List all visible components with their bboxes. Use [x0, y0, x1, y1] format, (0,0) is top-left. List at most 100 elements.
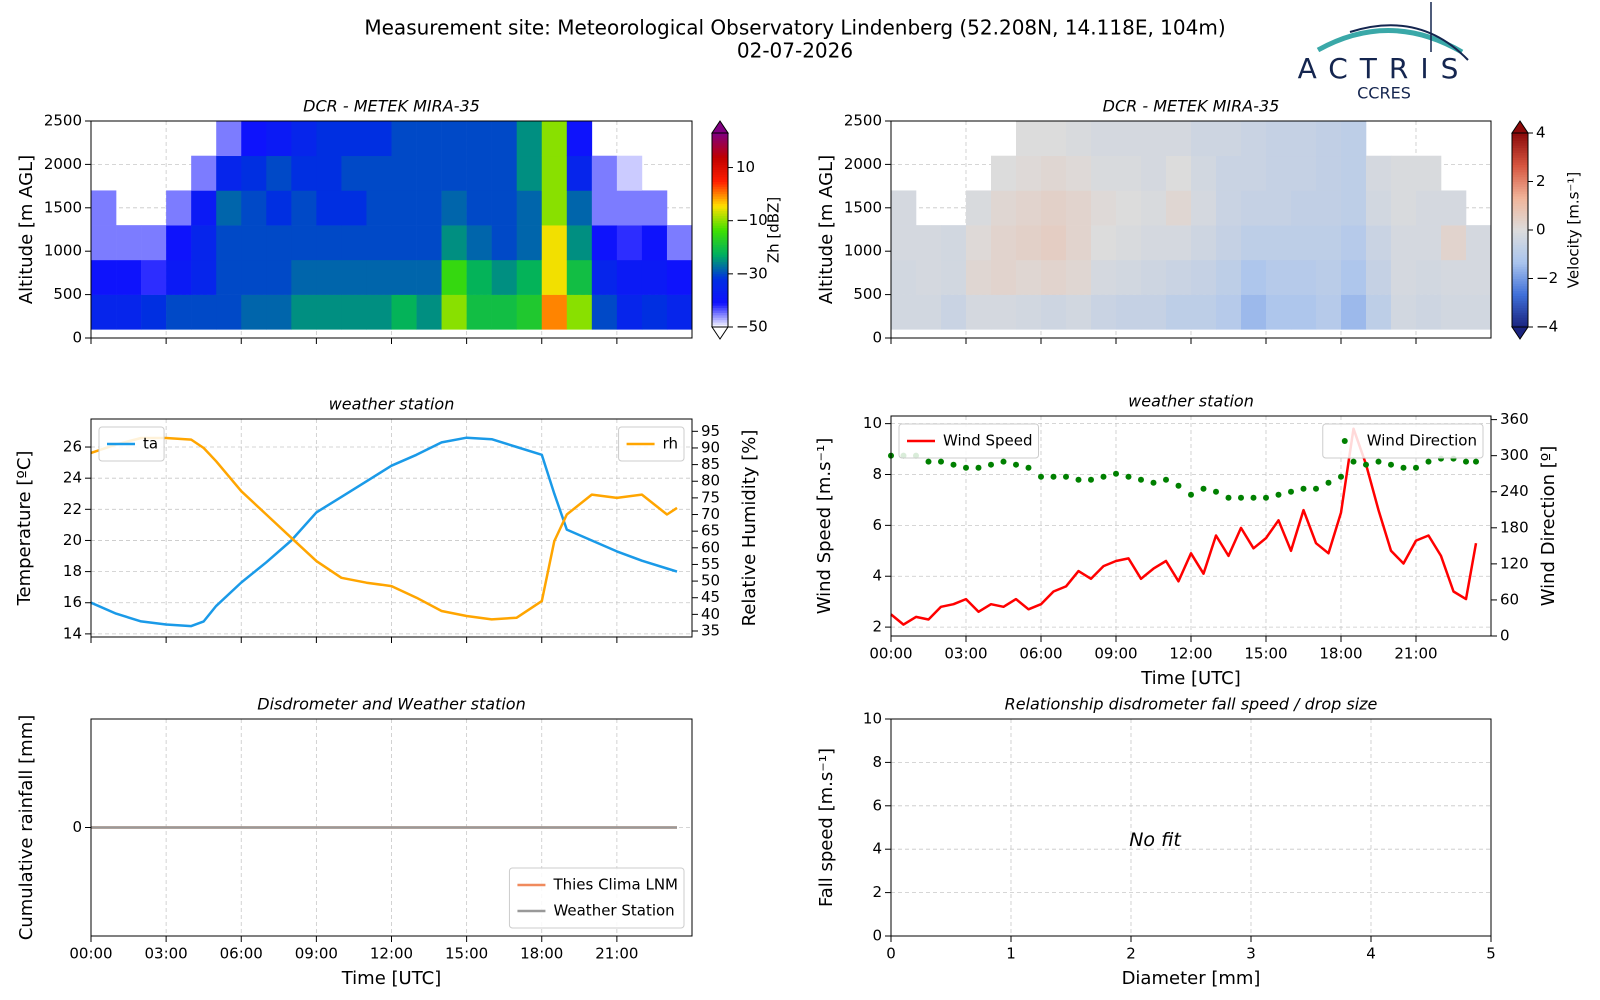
data-point — [1473, 458, 1479, 465]
heatmap-cell — [1141, 121, 1167, 157]
y-tick-label: 2000 — [844, 155, 882, 173]
heatmap-cell — [1066, 190, 1092, 226]
y-tick-label: 4 — [872, 567, 882, 585]
colorbar-slice — [712, 169, 728, 173]
colorbar-slice — [712, 193, 728, 197]
heatmap-cell — [466, 294, 492, 330]
heatmap-cell — [1316, 225, 1342, 261]
y-tick-label: 8 — [872, 465, 882, 483]
heatmap-cell — [1466, 225, 1492, 261]
colorbar-slice — [712, 203, 728, 207]
colorbar-tick-label: −30 — [736, 264, 768, 282]
heatmap-cell — [1191, 225, 1217, 261]
x-tick-label: 2 — [1126, 945, 1136, 963]
colorbar-slice — [712, 152, 728, 156]
heatmap-cell — [191, 259, 217, 295]
heatmap-cell — [241, 190, 267, 226]
heatmap-cell — [291, 294, 317, 330]
colorbar-frame — [711, 132, 729, 328]
colorbar-slice — [1512, 205, 1528, 209]
heatmap-cell — [1191, 121, 1217, 157]
legend-label: Wind Direction — [1367, 432, 1477, 450]
y-tick-label: 14 — [63, 624, 82, 642]
y-tick-label: 0 — [872, 329, 882, 347]
colorbar-label: Zh [dBZ] — [765, 197, 783, 263]
y-axis-label: Fall speed [m.s⁻¹] — [816, 748, 837, 907]
y-tick-label: 10 — [863, 414, 882, 432]
heatmap-cell — [266, 259, 292, 295]
y2-tick-label: 75 — [701, 488, 720, 506]
y2-tick-label: 90 — [701, 438, 720, 456]
heatmap-cell — [1466, 259, 1492, 295]
legend-label: ta — [143, 435, 158, 453]
heatmap-cell — [341, 259, 367, 295]
heatmap-cell — [1016, 155, 1042, 191]
heatmap-cell — [1191, 259, 1217, 295]
heatmap-cell — [1116, 294, 1142, 330]
data-point — [1338, 473, 1344, 480]
colorbar-slice — [1512, 261, 1528, 265]
colorbar-slice — [712, 205, 728, 209]
heatmap-cell — [1091, 294, 1117, 330]
x-tick-label: 0 — [886, 945, 896, 963]
chart-title: weather station — [329, 395, 455, 414]
colorbar-slice — [1512, 193, 1528, 197]
heatmap-cell — [391, 225, 417, 261]
heatmap-cell — [491, 155, 518, 191]
colorbar-slice — [1512, 230, 1528, 233]
y2-tick-label: 180 — [1500, 518, 1529, 536]
heatmap-cell — [116, 259, 142, 295]
heatmap-cell — [241, 155, 267, 191]
heatmap-cell — [1366, 294, 1392, 330]
y2-tick-label: 45 — [701, 588, 720, 606]
heatmap-cell — [1391, 190, 1417, 226]
logo-arc — [1349, 24, 1469, 61]
heatmap-cell — [91, 294, 117, 330]
heatmap-cell — [966, 294, 992, 330]
heatmap-cell — [916, 294, 942, 330]
heatmap-cell — [366, 121, 392, 157]
data-line — [90, 436, 678, 628]
heatmap-cell — [1216, 121, 1242, 157]
colorbar-slice — [1512, 157, 1528, 161]
y-tick-label: 24 — [63, 469, 82, 487]
heatmap-cell — [1441, 190, 1467, 226]
heatmap-cell — [991, 259, 1017, 295]
heatmap-cell — [1191, 294, 1217, 330]
heatmap-cell — [491, 225, 518, 261]
heatmap-cell — [1291, 225, 1317, 261]
heatmap-cell — [466, 225, 492, 261]
data-point — [1300, 485, 1307, 492]
heatmap-cell — [1191, 190, 1217, 226]
x-tick-label: 21:00 — [595, 945, 638, 963]
chart-title: DCR - METEK MIRA-35 — [1103, 97, 1280, 116]
colorbar-slice — [712, 183, 728, 187]
heatmap-cell — [891, 294, 917, 330]
heatmap-cell — [1016, 225, 1042, 261]
heatmap-cell — [941, 225, 967, 261]
colorbar-slice — [1512, 176, 1528, 180]
heatmap-cell — [616, 294, 643, 330]
heatmap-cell — [616, 190, 643, 226]
heatmap-cell — [441, 121, 467, 157]
colorbar-slice — [1512, 295, 1528, 299]
data-point — [950, 461, 957, 468]
y-tick-label: 2 — [872, 618, 882, 636]
colorbar-slice — [1512, 166, 1528, 170]
page-subtitle: 02-07-2026 — [737, 39, 853, 63]
heatmap-cell — [141, 225, 167, 261]
colorbar-slice — [1512, 203, 1528, 207]
heatmap-cell — [216, 294, 242, 330]
y-tick-label: 1500 — [44, 198, 82, 216]
colorbar-slice — [712, 259, 728, 263]
colorbar-slice — [712, 213, 728, 216]
colorbar-slice — [1512, 244, 1528, 248]
heatmap-cell — [541, 121, 568, 157]
legend-box — [1322, 423, 1484, 459]
colorbar-slice — [712, 290, 728, 294]
data-point — [1413, 464, 1419, 471]
heatmap-cell — [391, 259, 417, 295]
data-point — [1200, 485, 1207, 492]
y-tick-label: 6 — [872, 796, 882, 814]
